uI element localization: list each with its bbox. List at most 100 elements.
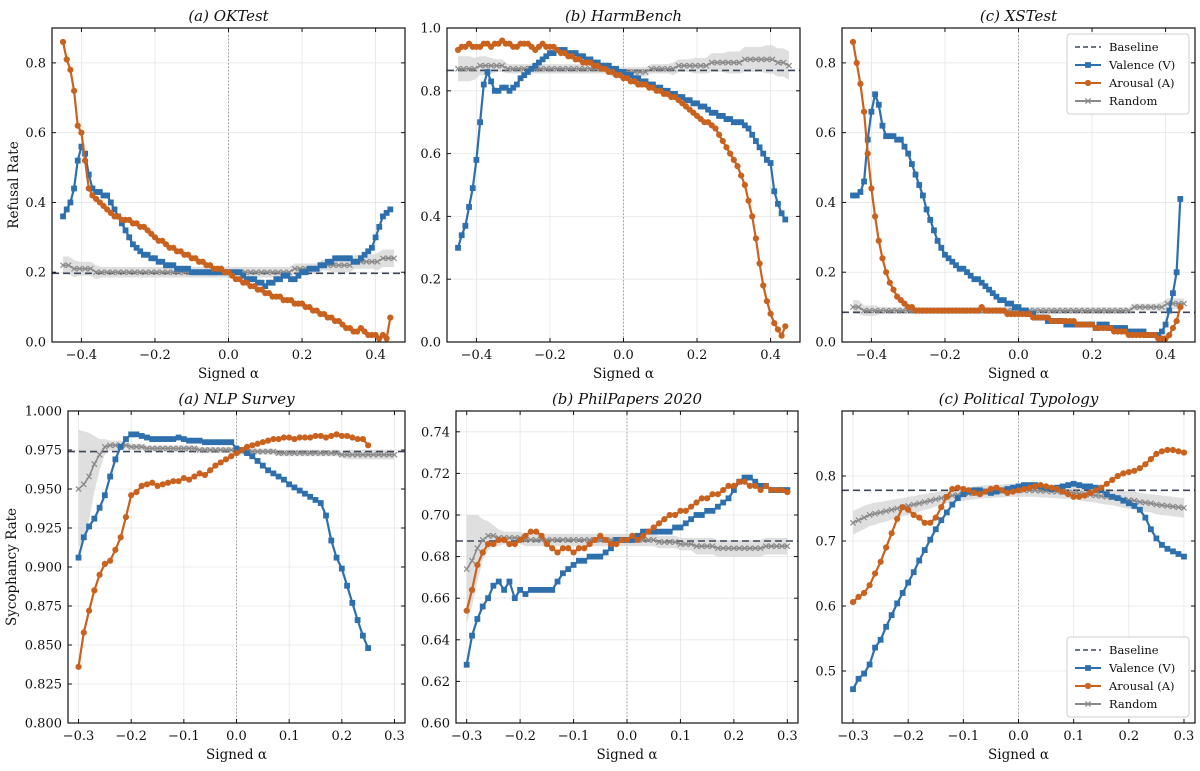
arousal-point (650, 524, 657, 531)
random-point (645, 536, 652, 543)
valence-point (203, 269, 210, 276)
random-point (883, 307, 890, 314)
valence-point (469, 632, 475, 639)
y-tick-label: 0.60 (421, 717, 450, 732)
y-tick-label: 0.2 (815, 266, 836, 281)
valence-point (1159, 542, 1165, 548)
valence-point (159, 258, 166, 265)
valence-point (501, 586, 507, 593)
random-point (894, 505, 901, 512)
valence-point (767, 160, 774, 166)
arousal-point (613, 541, 620, 548)
arousal-point (688, 503, 695, 510)
valence-point (1021, 482, 1027, 488)
x-tick-label: 0.1 (1063, 729, 1084, 744)
arousal-point (570, 549, 577, 556)
arousal-point (868, 185, 875, 192)
random-point (1164, 502, 1171, 509)
valence-point (666, 528, 673, 535)
random-point (466, 65, 473, 72)
random-point (142, 269, 149, 276)
valence-point (335, 255, 342, 262)
arousal-point (1125, 469, 1132, 476)
random-point (784, 543, 791, 550)
arousal-point (849, 599, 857, 606)
valence-point (657, 84, 664, 91)
arousal-point (905, 506, 912, 513)
valence-point (1164, 545, 1171, 552)
arousal-point (511, 541, 518, 548)
y-tick-label: 0.6 (420, 147, 441, 162)
valence-point (1125, 328, 1132, 335)
valence-point (350, 258, 357, 265)
valence-point (280, 476, 287, 483)
random-point (916, 500, 923, 507)
valence-point (306, 265, 313, 272)
random-point (752, 545, 759, 552)
valence-point (270, 470, 277, 477)
random-point (736, 545, 743, 552)
arousal-point (159, 481, 166, 488)
valence-point (938, 517, 945, 524)
valence-point (170, 262, 177, 269)
random-point (1136, 304, 1143, 311)
random-point (773, 543, 780, 550)
valence-point (295, 272, 302, 279)
random-band (458, 45, 789, 82)
random-point (477, 62, 484, 69)
arousal-point (1166, 331, 1173, 339)
y-tick-label: 0.4 (420, 210, 441, 225)
valence-point (1000, 297, 1007, 304)
random-point (170, 445, 177, 452)
arousal-point (746, 482, 754, 489)
y-axis-label: Sycophancy Rate (4, 508, 20, 626)
valence-point (1019, 307, 1026, 314)
arousal-point (883, 544, 890, 551)
valence-point (672, 524, 678, 531)
valence-point (506, 578, 513, 585)
x-tick-label: 0.1 (670, 729, 691, 744)
random-point (463, 566, 470, 573)
random-point (120, 269, 127, 276)
random-point (921, 498, 928, 506)
valence-point (602, 549, 609, 556)
valence-point (1081, 483, 1088, 490)
arousal-point (1109, 476, 1116, 483)
arousal-point (763, 298, 771, 305)
valence-point (624, 72, 631, 78)
legend-item-valence: Valence (V) (1075, 58, 1175, 72)
valence-point (719, 113, 726, 119)
valence-point (905, 579, 912, 586)
valence-point (850, 686, 856, 693)
random-point (175, 445, 182, 452)
arousal-point (75, 663, 82, 670)
valence-point (690, 100, 697, 107)
arousal-point (101, 560, 108, 567)
arousal-point (591, 536, 599, 544)
random-point (138, 443, 145, 450)
arousal-point (484, 541, 492, 548)
x-tick-label: −0.3 (63, 729, 95, 744)
valence-point (186, 437, 193, 444)
random-point (670, 65, 677, 72)
valence-point (883, 133, 890, 140)
y-tick-label: 0.825 (25, 678, 62, 693)
valence-point (932, 526, 939, 533)
arousal-point (586, 541, 593, 548)
valence-point (978, 279, 985, 286)
random-point (180, 445, 187, 452)
arousal-point (767, 310, 774, 317)
valence-point (240, 272, 247, 279)
y-tick-label: 0.8 (815, 56, 836, 71)
valence-point (741, 122, 748, 129)
random-point (661, 539, 668, 546)
arousal-point (270, 435, 277, 443)
arousal-point (128, 492, 135, 499)
random-point (370, 451, 377, 458)
random-point (1175, 504, 1182, 511)
arousal-point (217, 459, 224, 466)
arousal-point (871, 213, 879, 220)
arousal-point (581, 545, 588, 552)
valence-point (894, 136, 901, 143)
